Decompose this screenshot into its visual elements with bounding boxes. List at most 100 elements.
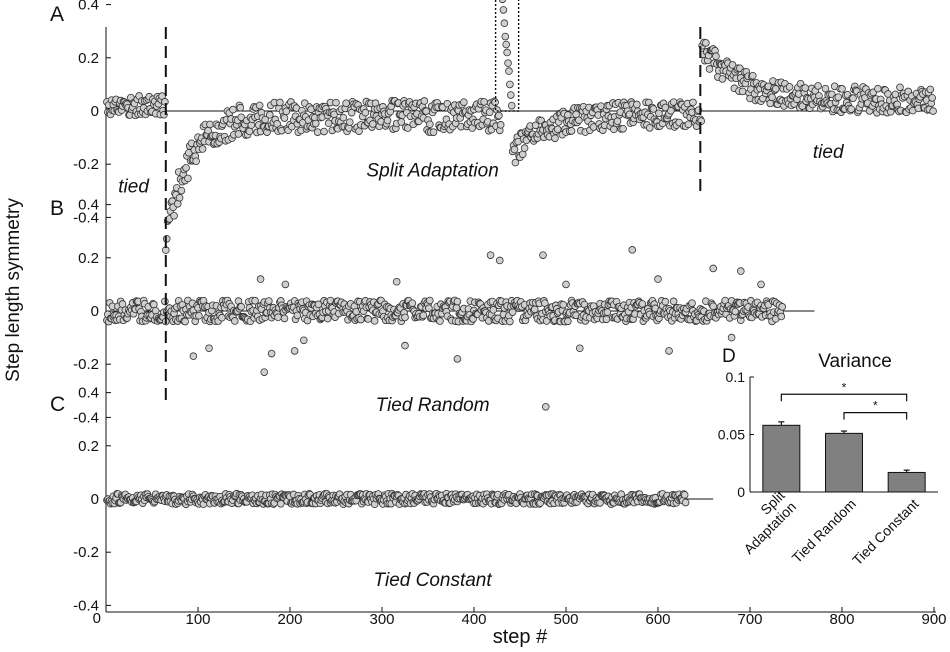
data-point: [849, 94, 857, 103]
y-tick-label: 0.4: [78, 197, 99, 214]
data-point: [332, 98, 340, 107]
data-point: [520, 144, 529, 152]
condition-label: Tied Constant: [374, 570, 493, 591]
data-point: [261, 115, 269, 124]
data-point: [370, 317, 379, 325]
data-point: [891, 90, 900, 99]
data-point: [383, 116, 392, 125]
data-point: [401, 313, 409, 322]
data-point: [814, 82, 822, 90]
data-point: [485, 108, 494, 117]
data-point: [667, 107, 675, 115]
data-point: [420, 97, 429, 105]
data-point: [501, 32, 510, 41]
data-point: [500, 19, 509, 28]
y-tick-label: 0.4: [78, 0, 99, 14]
data-point: [280, 314, 289, 323]
data-point: [838, 85, 846, 93]
x-tick-label: 800: [829, 611, 854, 628]
data-point: [313, 128, 322, 136]
data-point: [181, 317, 189, 326]
inset-category-label: Tied Constant: [849, 496, 922, 569]
data-point: [553, 125, 562, 134]
data-point: [649, 105, 658, 113]
data-point: [928, 94, 936, 102]
data-point: [748, 71, 757, 80]
scatter-panels: A 0.4 0.2 0 -0.2 -0.4 tied Split Adaptation tied…: [50, 0, 937, 614]
data-point: [281, 280, 290, 289]
y-tick-label: -0.4: [73, 409, 99, 426]
y-tick-label: -0.2: [73, 156, 99, 173]
data-point: [562, 280, 570, 289]
data-point: [602, 315, 611, 324]
data-point: [425, 304, 433, 313]
significance-bracket: [843, 412, 908, 420]
data-point: [801, 84, 809, 92]
y-tick-label: -0.4: [73, 209, 99, 226]
data-point: [518, 150, 527, 159]
x-tick-label: 500: [553, 611, 578, 628]
data-point: [511, 158, 520, 167]
data-point: [480, 98, 488, 106]
data-point: [265, 111, 274, 119]
data-point: [771, 85, 780, 93]
data-point: [364, 315, 373, 323]
x-tick-label: 300: [369, 611, 394, 628]
x-tick-label: 700: [737, 611, 762, 628]
data-point: [182, 164, 190, 172]
data-point: [280, 114, 289, 122]
inset-y-tick-label: 0.1: [726, 369, 746, 385]
variance-bar: [825, 432, 863, 493]
data-point: [495, 256, 504, 265]
data-point: [757, 280, 765, 289]
data-point: [738, 87, 747, 96]
data-point: [731, 307, 740, 316]
data-point: [628, 246, 637, 254]
data-point: [426, 296, 434, 305]
data-point: [436, 317, 444, 325]
data-point: [504, 59, 512, 67]
data-point: [926, 85, 935, 94]
data-point: [184, 174, 192, 183]
data-point: [499, 6, 508, 14]
data-point: [255, 101, 264, 110]
inset-y-tick-label: 0.05: [718, 427, 745, 443]
data-point: [874, 84, 882, 93]
data-point: [324, 119, 333, 128]
data-point: [229, 105, 237, 114]
data-point: [539, 251, 547, 259]
data-point: [192, 157, 200, 166]
data-point: [506, 91, 515, 99]
data-point: [339, 113, 348, 122]
data-point: [777, 312, 786, 321]
data-point: [408, 299, 417, 308]
variance-bar: [762, 424, 801, 493]
data-point: [150, 300, 158, 309]
significance-star: *: [873, 399, 878, 413]
data-point: [231, 317, 239, 325]
catch-trial-box: [494, 0, 520, 112]
data-point: [195, 311, 203, 320]
x-tick-label: 400: [461, 611, 486, 628]
data-point: [151, 306, 160, 315]
data-point: [355, 127, 363, 135]
data-point: [265, 297, 273, 305]
data-point: [709, 264, 717, 273]
x-origin-label: 0: [93, 610, 101, 627]
significance-bracket: [780, 393, 908, 402]
data-point: [633, 100, 641, 109]
data-point: [170, 211, 178, 220]
data-point: [357, 315, 365, 324]
data-point: [768, 93, 776, 102]
data-point: [665, 347, 673, 355]
data-point: [422, 107, 430, 115]
data-point: [834, 93, 843, 101]
data-point: [189, 352, 198, 361]
y-axis-label: Step length symmetry: [3, 198, 24, 382]
x-tick-label: 100: [185, 611, 210, 628]
data-point: [237, 302, 246, 311]
data-point: [361, 108, 370, 117]
data-point: [453, 355, 462, 363]
data-point: [541, 402, 550, 411]
